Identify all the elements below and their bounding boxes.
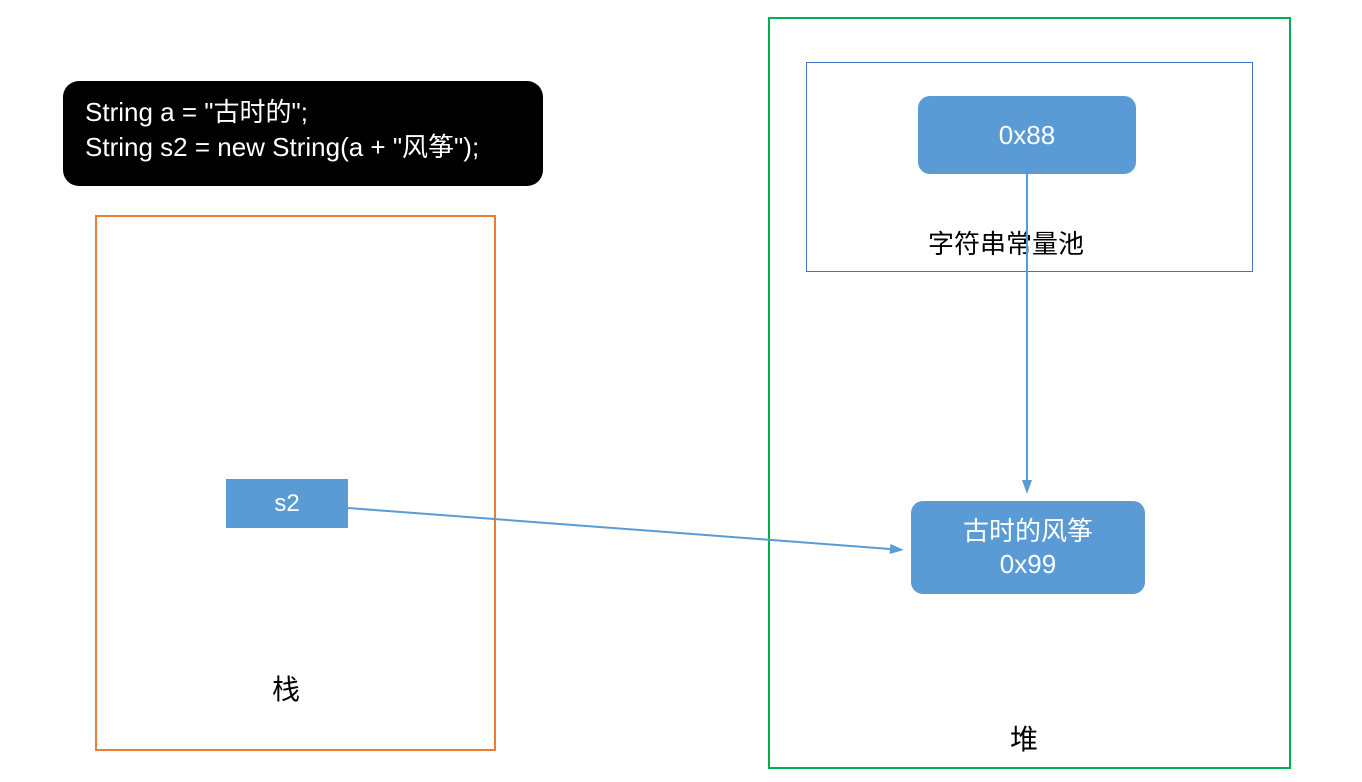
heap-label: 堆 (1010, 718, 1038, 758)
pool-node-0x88: 0x88 (918, 96, 1136, 174)
stack-node-s2: s2 (226, 479, 348, 528)
stack-label: 栈 (272, 668, 300, 708)
code-snippet: String a = "古时的"; String s2 = new String… (63, 81, 543, 186)
pool-label: 字符串常量池 (928, 224, 1084, 261)
heap-node-object: 古时的风筝 0x99 (911, 501, 1145, 594)
